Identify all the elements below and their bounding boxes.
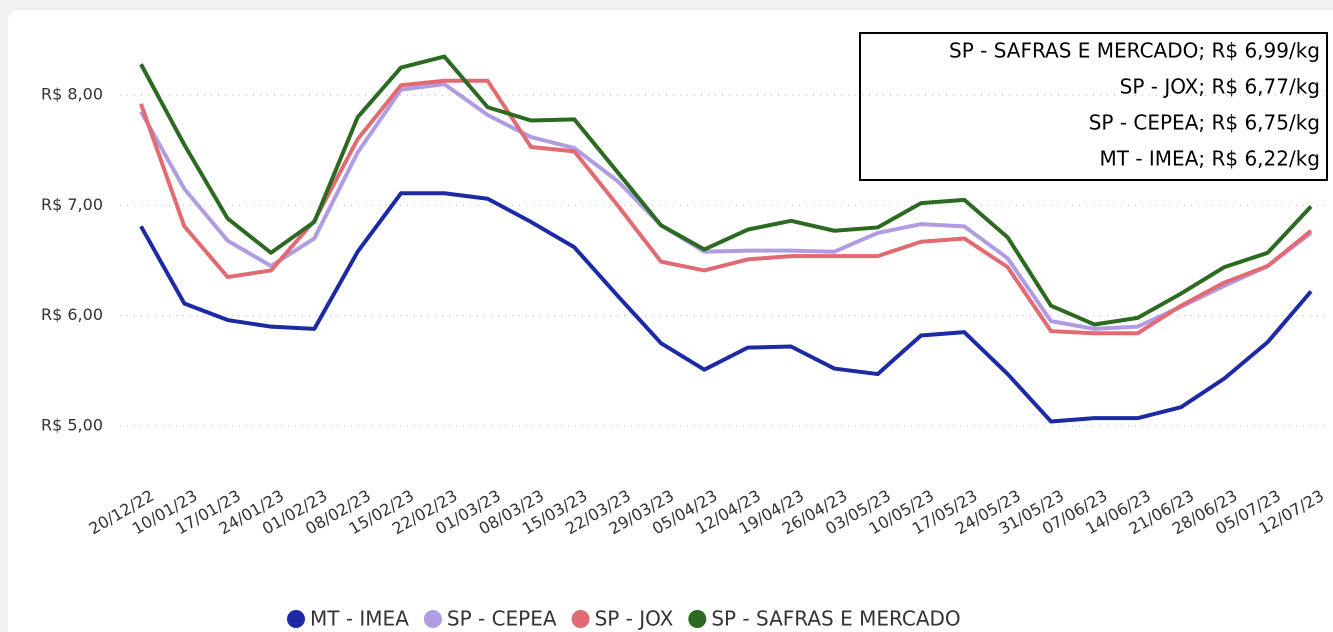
series-line <box>139 54 1313 327</box>
annotation: MT - IMEA; R$ 6,22/kg <box>1100 147 1321 171</box>
series-line <box>139 191 1313 424</box>
annotation: SP - SAFRAS E MERCADO; R$ 6,99/kg <box>949 39 1320 63</box>
legend-marker <box>287 610 305 628</box>
legend-label: MT - IMEA <box>310 607 409 631</box>
y-tick-label: R$ 7,00 <box>41 195 103 214</box>
y-tick-label: R$ 5,00 <box>41 415 103 434</box>
annotation-box <box>859 32 1328 181</box>
annotation: SP - CEPEA; R$ 6,75/kg <box>1089 111 1320 135</box>
series-line <box>139 82 1313 331</box>
y-tick-label: R$ 6,00 <box>41 305 103 324</box>
y-tick-label: R$ 8,00 <box>41 85 103 104</box>
legend-marker <box>688 610 707 628</box>
legend-label: SP - SAFRAS E MERCADO <box>711 607 960 631</box>
annotation: SP - JOX; R$ 6,77/kg <box>1120 75 1320 99</box>
legend-label: SP - JOX <box>595 607 674 631</box>
legend-label: SP - CEPEA <box>447 607 557 631</box>
series-line <box>139 78 1313 336</box>
legend-marker <box>571 610 590 628</box>
legend-marker <box>423 610 442 628</box>
